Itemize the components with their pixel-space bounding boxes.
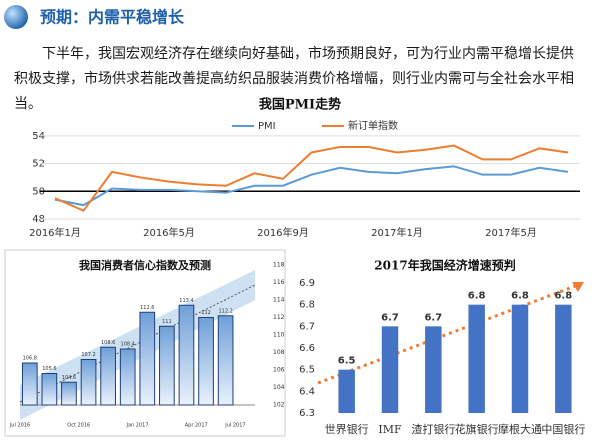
value-label: 108.6: [101, 340, 115, 346]
bar: [555, 304, 572, 413]
x-tick-label: 渣打银行: [411, 422, 455, 436]
x-tick-label: 世界银行: [325, 422, 369, 436]
value-label: 112.2: [218, 308, 232, 314]
y-tick-label: 108: [273, 349, 285, 356]
y-tick-label: 6.7: [299, 321, 315, 332]
chart-title: 我国PMI走势: [259, 97, 341, 113]
y-tick-label: 102: [273, 402, 285, 409]
value-label: 106.8: [23, 356, 37, 362]
y-tick-label: 112: [273, 314, 285, 321]
x-tick-label: Apr 2017: [185, 423, 208, 429]
chart-title: 我国消费者信心指数及预测: [79, 258, 211, 272]
y-tick-label: 6.6: [299, 343, 315, 354]
y-tick-label: 114: [273, 297, 285, 304]
bar: [217, 315, 234, 406]
trend-arrow: [317, 283, 579, 385]
y-tick-label: 6.3: [299, 408, 315, 419]
value-label: 6.7: [424, 312, 442, 323]
x-tick-label: 中国银行: [541, 422, 585, 436]
y-tick-label: 118: [273, 262, 285, 269]
bar: [80, 359, 97, 406]
value-label: 108.4: [121, 342, 135, 348]
bar: [119, 348, 136, 406]
y-tick-label: 110: [273, 332, 285, 339]
bar: [178, 304, 195, 406]
x-tick-label: 2017年1月: [371, 226, 423, 239]
y-tick-label: 116: [273, 279, 285, 286]
x-tick-label: IMF: [378, 423, 402, 436]
y-tick-label: 50: [32, 186, 45, 197]
x-tick-label: Jul 2016: [9, 423, 30, 429]
bar: [159, 325, 175, 406]
series-line: [54, 144, 569, 212]
y-tick-label: 104: [273, 384, 285, 391]
value-label: 104.6: [62, 375, 76, 381]
x-tick-label: Jul 2017: [224, 423, 245, 429]
y-tick-label: 6.9: [299, 278, 315, 289]
globe-icon: [4, 5, 28, 29]
bar: [21, 362, 38, 406]
y-tick-label: 52: [32, 159, 45, 170]
x-tick-label: Oct 2016: [67, 423, 90, 429]
x-tick-label: 花旗银行: [455, 422, 499, 436]
value-label: 107.2: [81, 352, 95, 358]
series-line: [54, 165, 569, 207]
legend-label: PMI: [258, 121, 276, 132]
bar: [338, 369, 355, 413]
y-tick-label: 6.4: [299, 386, 315, 397]
y-tick-label: 6.5: [299, 365, 315, 376]
y-tick-label: 106: [273, 367, 285, 374]
arrow-head: [572, 282, 584, 292]
bar: [41, 373, 58, 406]
x-tick-label: 2017年5月: [485, 226, 537, 239]
value-label: 105.6: [42, 366, 56, 372]
x-tick-label: 2016年1月: [29, 226, 81, 239]
paragraph: 下半年，我国宏观经济存在继续向好基础，市场预期良好，可为行业内需平稳增长提供积极…: [14, 46, 574, 112]
value-label: 111: [162, 319, 172, 325]
bar: [139, 311, 156, 406]
x-tick-label: Jan 2017: [125, 423, 148, 429]
bar: [198, 317, 214, 406]
x-tick-label: 2016年9月: [257, 226, 309, 239]
value-label: 112.6: [140, 305, 154, 311]
bar: [511, 304, 529, 413]
bar: [61, 381, 77, 406]
value-label: 6.8: [554, 291, 572, 302]
value-label: 6.8: [468, 291, 486, 302]
slide-title: 预期：内需平稳增长: [40, 8, 185, 27]
value-label: 6.8: [511, 291, 529, 302]
value-label: 6.5: [338, 356, 356, 367]
x-tick-label: 2016年5月: [143, 226, 195, 239]
bar: [468, 304, 485, 413]
value-label: 6.7: [381, 312, 399, 323]
x-tick-label: 摩根大通: [498, 422, 542, 436]
legend-label: 新订单指数: [348, 119, 398, 132]
value-label: 112: [201, 310, 211, 316]
bar: [425, 326, 442, 413]
value-label: 113.4: [179, 298, 193, 304]
forecast-band: [20, 270, 255, 420]
bar: [100, 346, 116, 406]
y-tick-label: 54: [32, 131, 45, 142]
bar: [381, 326, 399, 413]
y-tick-label: 6.8: [299, 300, 315, 311]
chart-title: 2017年我国经济增速预判: [374, 258, 515, 273]
y-tick-label: 48: [32, 214, 45, 225]
